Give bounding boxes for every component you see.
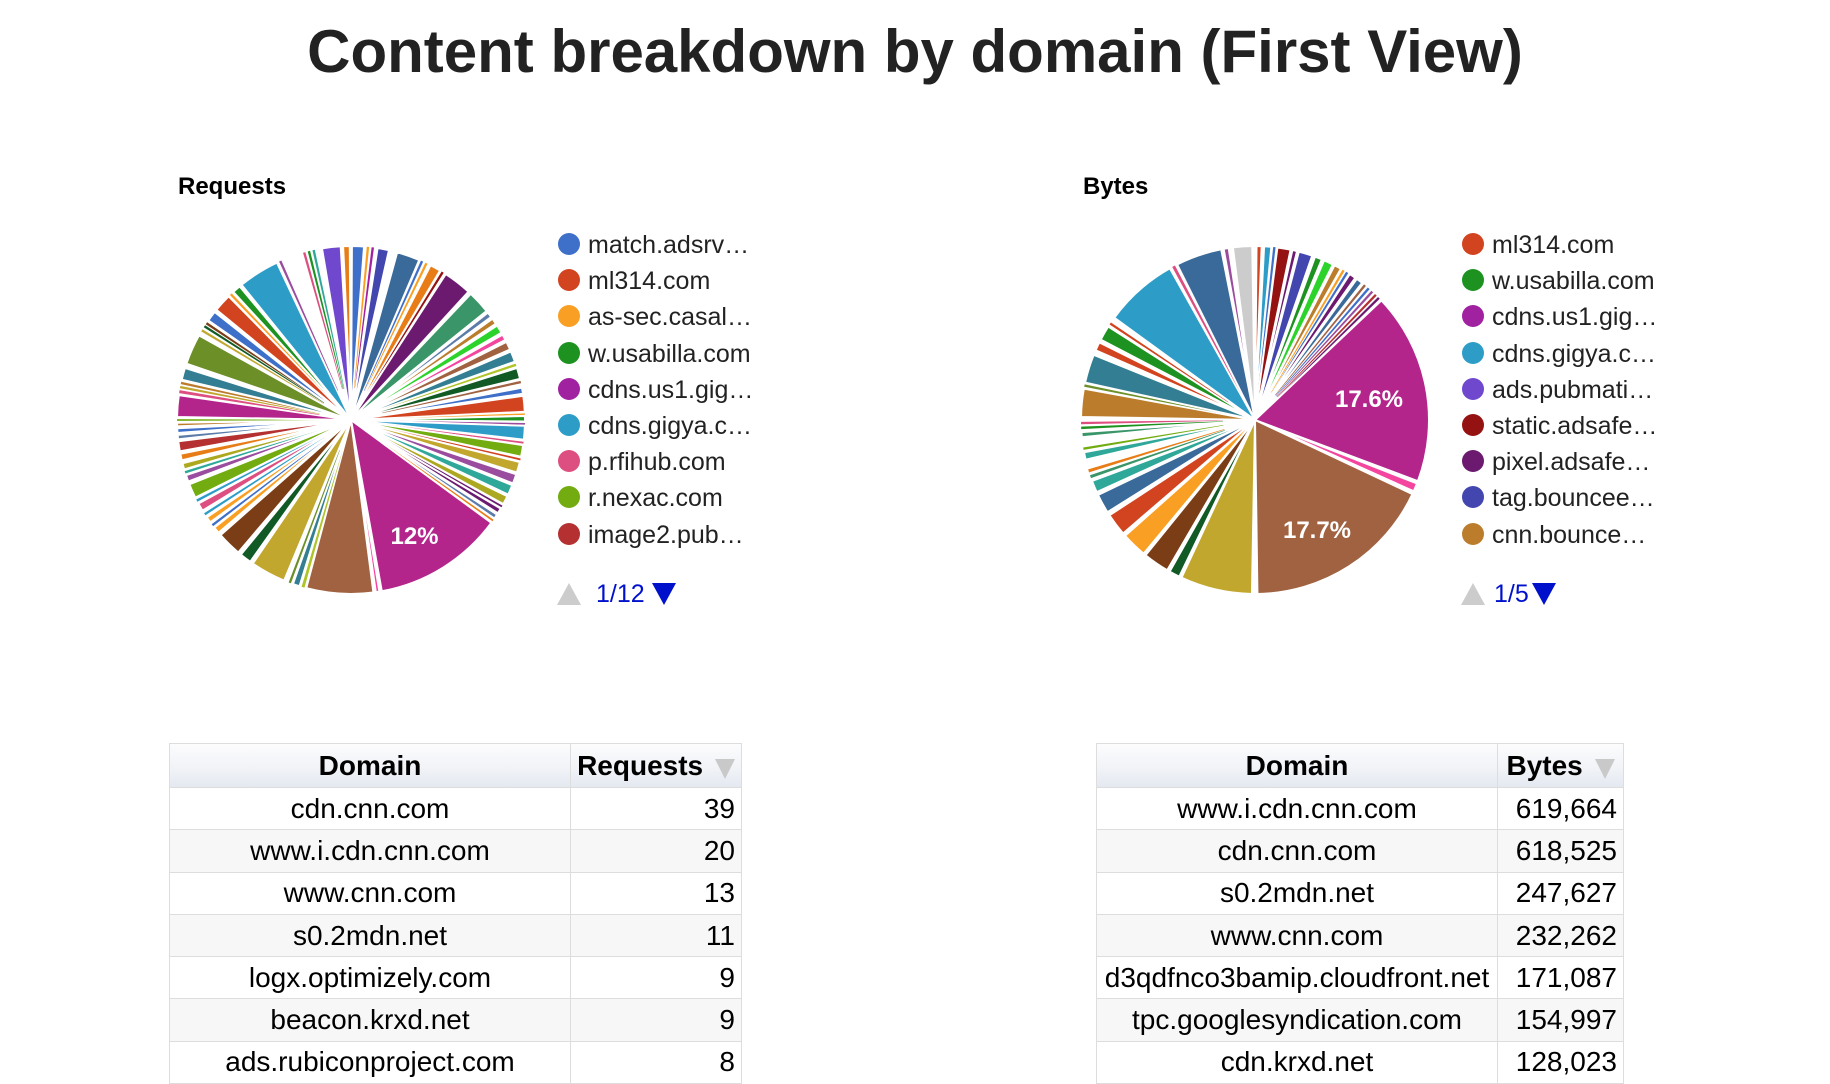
svg-text:17.6%: 17.6% (1335, 386, 1403, 413)
svg-text:17.7%: 17.7% (1283, 517, 1351, 544)
svg-text:12%: 12% (390, 523, 438, 550)
